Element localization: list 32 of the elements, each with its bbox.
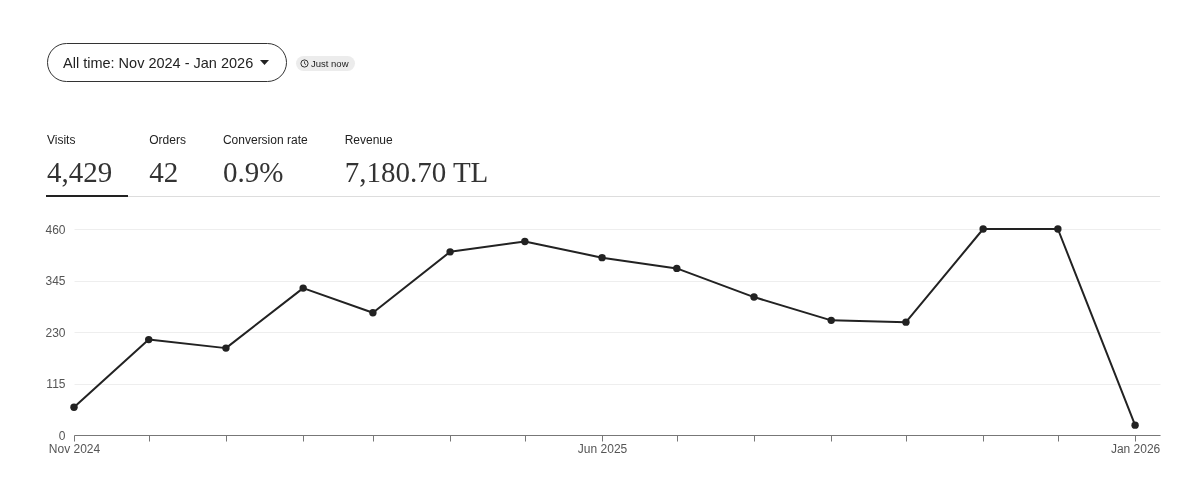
timestamp-badge: Just now: [296, 56, 355, 71]
point: [673, 264, 681, 273]
x-tick-label: Jan 2026: [1110, 441, 1161, 456]
text: 7,180.70 TL: [344, 155, 489, 189]
point: [750, 293, 758, 301]
point: [299, 284, 307, 292]
point: [521, 237, 529, 246]
point: [222, 344, 230, 352]
y-tick-label: 345: [45, 274, 66, 288]
text: Visits: [47, 133, 77, 147]
point: [1131, 421, 1139, 429]
point: [446, 248, 454, 256]
point: [827, 316, 835, 325]
y-tick-label: 460: [45, 222, 66, 237]
text: Revenue: [344, 133, 394, 147]
x-tick-label: Nov 2024: [48, 441, 101, 456]
y-tick-label: 115: [46, 377, 66, 391]
point: [598, 253, 606, 262]
point: [145, 335, 153, 344]
y-tick-label: 0: [58, 428, 66, 443]
text: 42: [149, 155, 180, 189]
text: 4,429: [47, 155, 113, 189]
point: [369, 309, 377, 317]
point: [902, 318, 910, 326]
y-tick-label: 230: [45, 325, 66, 340]
x-tick-label: Jun 2025: [577, 441, 628, 456]
point: [70, 403, 78, 411]
point: [979, 225, 987, 233]
text: Conversion rate: [222, 133, 308, 147]
text: Orders: [149, 133, 186, 147]
text: 0.9%: [222, 155, 285, 189]
point: [1054, 225, 1062, 233]
